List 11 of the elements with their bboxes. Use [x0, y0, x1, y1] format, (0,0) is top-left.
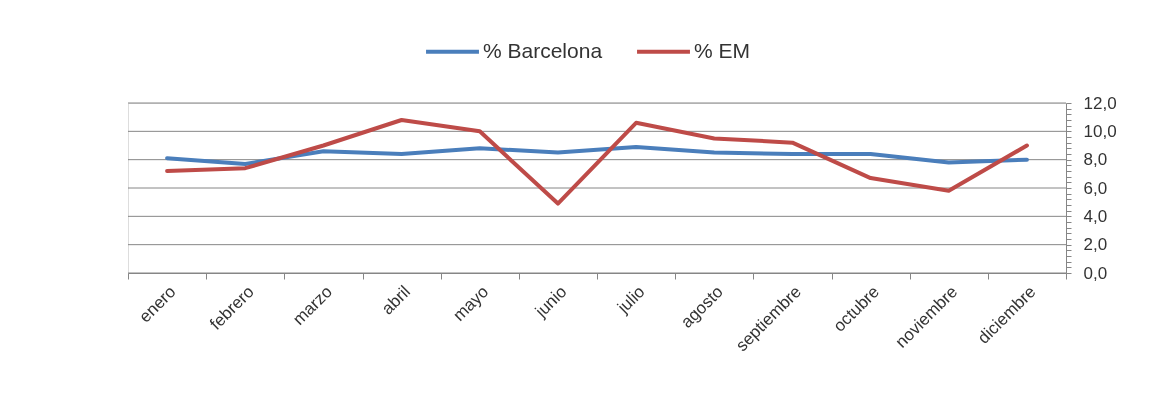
y-tick-label: 10,0: [1083, 121, 1117, 141]
legend-label: % EM: [694, 38, 751, 62]
y-tick-label: 4,0: [1083, 206, 1108, 226]
y-tick-label: 2,0: [1083, 235, 1108, 255]
line-series: [165, 118, 1029, 206]
y-tick-label: 0,0: [1083, 263, 1108, 283]
y-tick-label: 6,0: [1083, 178, 1108, 198]
y-tick-label: 8,0: [1083, 150, 1108, 170]
line-series: [165, 144, 1029, 166]
y-tick-label: 12,0: [1083, 93, 1117, 113]
legend-label: % Barcelona: [483, 38, 603, 62]
